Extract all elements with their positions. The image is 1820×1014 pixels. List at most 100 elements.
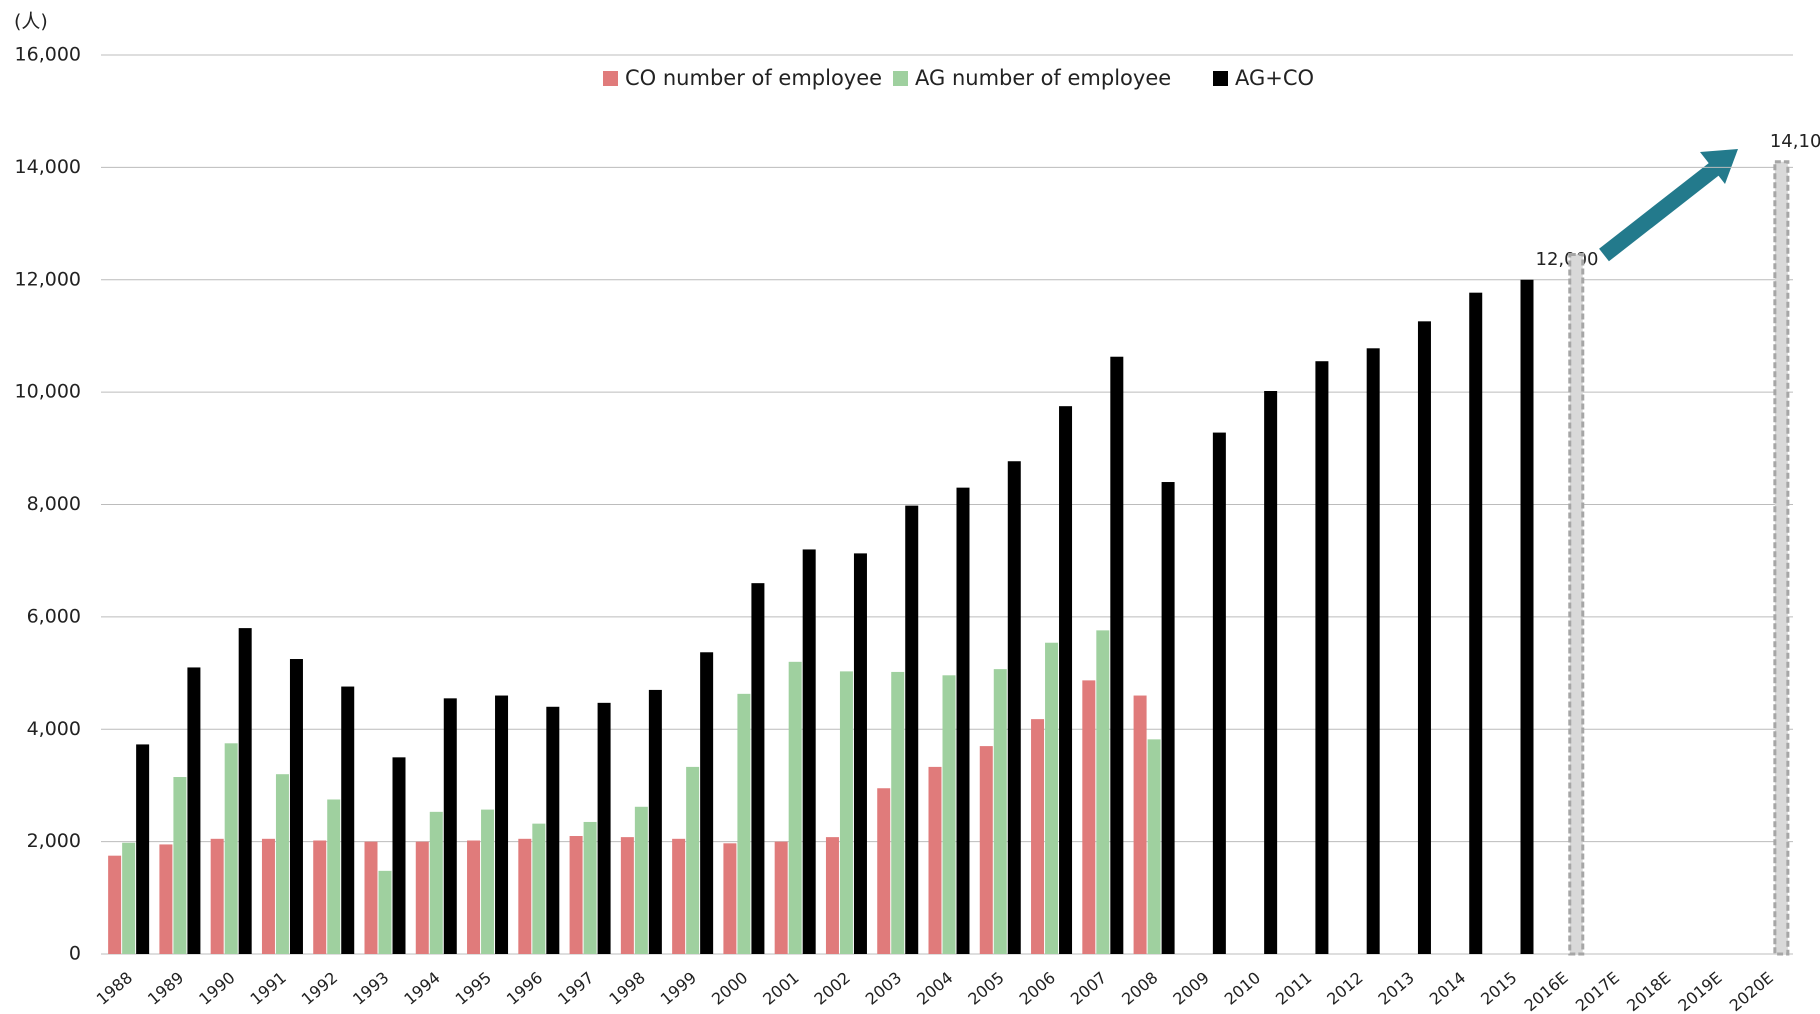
bar — [210, 838, 224, 954]
bar — [979, 746, 993, 954]
bar — [928, 766, 942, 954]
x-tick-label: 2018E — [1623, 968, 1674, 1014]
bar — [942, 675, 956, 954]
bar — [1147, 739, 1161, 954]
bar — [839, 671, 853, 954]
x-tick-label: 1998 — [605, 968, 648, 1009]
bar — [700, 652, 714, 954]
x-tick-label: 1991 — [247, 968, 290, 1009]
x-tick-label: 1989 — [144, 968, 187, 1009]
bar — [877, 788, 891, 954]
x-tick-label: 1988 — [93, 968, 136, 1009]
legend-swatch — [1213, 71, 1228, 86]
y-tick-label: 12,000 — [15, 268, 81, 290]
bar — [518, 838, 532, 954]
bar — [1059, 406, 1073, 954]
bar — [853, 553, 867, 954]
x-tick-label: 2016E — [1521, 968, 1572, 1014]
y-tick-label: 6,000 — [27, 605, 81, 627]
bar — [108, 855, 122, 954]
bar — [583, 821, 597, 954]
bar — [1007, 461, 1021, 954]
x-tick-label: 1999 — [657, 968, 700, 1009]
bar — [993, 669, 1007, 954]
bar — [429, 811, 443, 954]
x-tick-label: 2010 — [1221, 968, 1264, 1009]
bar — [634, 806, 648, 954]
bar — [1031, 719, 1045, 954]
trend-arrow — [1599, 149, 1738, 262]
bar — [122, 842, 136, 954]
bar — [275, 774, 289, 954]
bar — [1264, 391, 1278, 955]
bar — [686, 766, 700, 954]
legend-label: AG+CO — [1235, 66, 1314, 90]
bar — [378, 870, 392, 954]
bar — [313, 840, 327, 954]
y-tick-label: 14,000 — [15, 156, 81, 178]
bar — [620, 837, 634, 954]
y-tick-label: 2,000 — [27, 830, 81, 852]
bar — [1417, 321, 1431, 954]
bar — [546, 706, 560, 954]
bar — [1045, 642, 1059, 954]
bar — [443, 698, 457, 954]
bar — [905, 505, 919, 954]
bar — [956, 487, 970, 954]
bar — [415, 841, 429, 954]
x-tick-label: 2005 — [964, 968, 1007, 1009]
legend-swatch — [893, 71, 908, 86]
bar — [341, 686, 355, 954]
x-tick-label: 2008 — [1118, 968, 1161, 1009]
bar — [238, 628, 252, 954]
bar — [1469, 292, 1483, 955]
bar — [1096, 630, 1110, 954]
bar — [261, 838, 275, 954]
bar — [788, 661, 802, 954]
bar — [136, 744, 150, 954]
x-tick-label: 2007 — [1067, 968, 1110, 1009]
x-tick-label: 2019E — [1674, 968, 1725, 1014]
bar — [467, 840, 481, 954]
bar — [159, 844, 173, 954]
bar — [1082, 680, 1096, 954]
bar — [1568, 252, 1585, 956]
bar — [825, 837, 839, 954]
bar — [1520, 279, 1534, 954]
bar — [648, 689, 662, 954]
bar — [173, 777, 187, 954]
x-tick-label: 1995 — [452, 968, 495, 1009]
data-label: 14,100 — [1770, 131, 1820, 152]
bar — [495, 695, 509, 954]
x-tick-label: 2020E — [1726, 968, 1777, 1014]
bar — [481, 809, 495, 954]
bar — [1133, 695, 1147, 954]
x-tick-label: 2000 — [708, 968, 751, 1009]
x-tick-label: 2017E — [1572, 968, 1623, 1014]
bar — [1212, 432, 1226, 955]
bar — [187, 667, 201, 954]
bar — [364, 841, 378, 954]
bar — [532, 823, 546, 954]
bar — [774, 841, 788, 954]
x-tick-label: 2015 — [1477, 968, 1520, 1009]
x-tick-label: 2004 — [913, 968, 956, 1009]
bar — [392, 757, 406, 954]
x-tick-label: 2003 — [862, 968, 905, 1009]
bar — [1161, 482, 1175, 954]
x-tick-label: 1992 — [298, 968, 341, 1009]
x-tick-label: 1997 — [554, 968, 597, 1009]
bar — [737, 693, 751, 954]
bar — [327, 799, 341, 954]
bar — [723, 843, 737, 954]
x-tick-label: 1996 — [503, 968, 546, 1009]
x-tick-label: 2002 — [811, 968, 854, 1009]
x-tick-label: 2012 — [1323, 968, 1366, 1009]
bar — [1366, 348, 1380, 955]
bar — [1315, 361, 1329, 954]
bar — [802, 549, 816, 954]
x-tick-label: 1993 — [349, 968, 392, 1009]
x-tick-label: 2011 — [1272, 968, 1315, 1009]
legend-swatch — [603, 71, 618, 86]
